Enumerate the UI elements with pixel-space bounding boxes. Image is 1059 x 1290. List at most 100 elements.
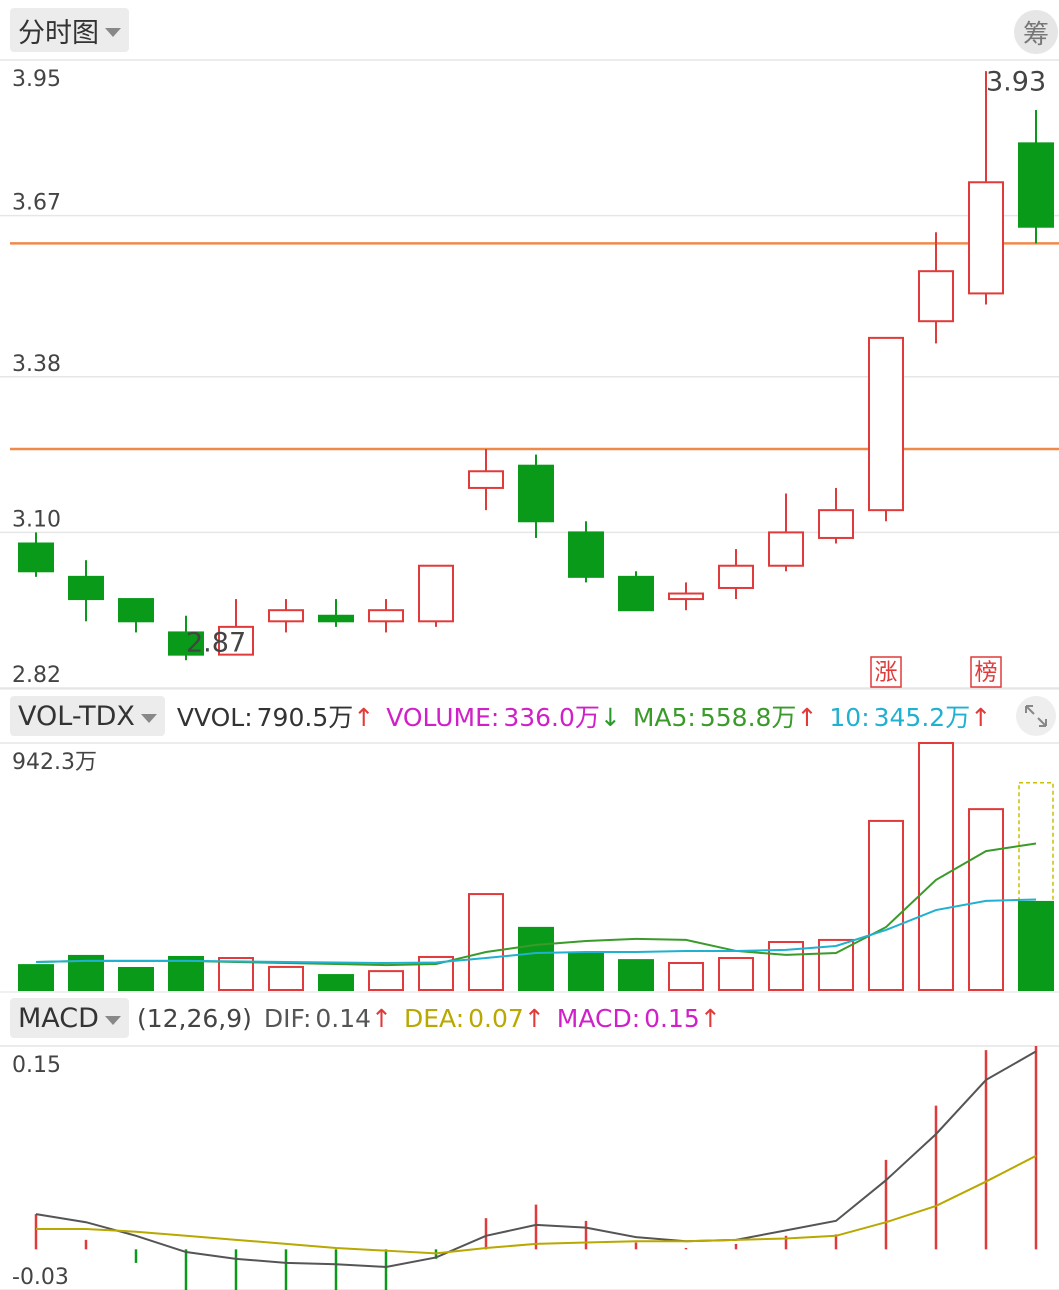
period-selector[interactable]: 分时图 [10,8,129,52]
candle-body [68,575,104,601]
candle-body [518,464,554,523]
candle-body [768,531,804,567]
dropdown-arrow [104,1015,121,1025]
legend-name: DIF: [263,1003,312,1033]
volume-header: VOL-TDX VVOL: 790.5万↑ VOLUME: 336.0万↓ MA5: 558… [0,692,1059,740]
max-label: 3.93 [986,67,1046,98]
volume-bar [268,965,304,992]
legend-arrow: ↑ [970,703,992,732]
volume-bar [1018,900,1054,992]
y-tick-label: 3.38 [12,352,61,377]
legend-value: 0.07 [468,1003,524,1033]
legend-name: MA5: [632,703,696,732]
dropdown-arrow [105,27,121,37]
macd-header: MACD (12,26,9) DIF: 0.14↑ DEA: 0.07↑ MACD: 0.15… [0,995,1059,1041]
volume-bar [918,742,954,991]
indicator-selector[interactable]: MACD [10,998,129,1038]
expand-icon[interactable] [1016,696,1056,736]
candle-body [818,509,854,539]
legend-name: VOLUME: [386,703,500,732]
candle-body [418,564,454,623]
y-tick-label: 0.15 [12,1053,61,1078]
legend-item: VVOL: 790.5万↑ [177,698,374,734]
candle-body [18,542,54,573]
candle-body [868,336,904,512]
candle-body [618,575,654,612]
event-marker-box [870,656,902,688]
legend-value: 345.2万 [873,703,971,732]
indicator-params: (12,26,9) [136,1003,252,1033]
legend-item: 10: 345.2万↑ [829,698,991,734]
chip-button[interactable]: 筹 [1014,10,1058,54]
y-tick-label: 3.95 [12,67,61,92]
candle-body [968,181,1004,295]
candle-body [568,531,604,578]
candle-body [168,631,204,656]
volume-bar [468,893,504,991]
indicator-label: VOL-TDX [18,700,135,732]
y-tick-label: 3.67 [12,191,61,216]
projected-volume [1018,782,1054,991]
volume-bar [518,926,554,991]
legend-name: DEA: [404,1003,465,1033]
volume-bar [568,952,604,991]
legend-value: 558.8万 [699,703,797,732]
y-tick-label: 942.3万 [12,750,97,775]
candle-body [718,564,754,589]
legend-value: 336.0万 [503,703,600,732]
volume-bar [718,957,754,992]
y-tick-label: -0.03 [12,1265,69,1290]
legend-item: MA5: 558.8万↑ [633,698,818,734]
indicator-line [35,1050,1037,1268]
legend-item: MACD: 0.15↑ [557,1004,721,1033]
legend-item: DEA: 0.07↑ [404,1004,545,1033]
min-label: 2.87 [186,628,246,659]
candle-body [668,592,704,601]
legend-name: MACD: [556,1003,641,1033]
candle-body [468,470,504,489]
period-label: 分时图 [18,17,99,49]
legend-item: DIF: 0.14↑ [264,1004,392,1033]
volume-bar [368,970,404,991]
legend-value: 790.5万 [256,703,354,732]
volume-bar [968,808,1004,991]
legend-arrow: ↑ [371,1003,392,1033]
legend-value: 0.15 [644,1003,700,1033]
legend-arrow: ↑ [699,1003,721,1033]
legend-value: 0.14 [315,1003,372,1033]
expand-glyph [1025,705,1047,727]
y-tick-label: 2.82 [12,663,61,688]
indicator-selector[interactable]: VOL-TDX [10,696,165,736]
legend-name: 10: [829,703,870,732]
legend-item: VOLUME: 336.0万↓ [386,698,621,734]
event-marker: 涨 [875,660,898,686]
event-marker-box [970,656,1002,688]
candle-body [368,609,404,623]
indicator-line [35,898,1037,965]
y-tick-label: 3.10 [12,507,61,532]
volume-bar [318,974,354,991]
candle-body [118,598,154,623]
event-marker: 榜 [975,660,998,686]
volume-bar [868,819,904,991]
volume-bar [168,955,204,991]
candle-body [268,609,304,623]
dropdown-arrow [140,713,157,723]
volume-bar [218,957,254,992]
legend-arrow: ↓ [599,703,621,732]
candle-body [318,614,354,623]
legend-arrow: ↑ [796,703,818,732]
candle-body [918,270,954,323]
legend-arrow: ↑ [523,1003,545,1033]
volume-bar [118,966,154,991]
indicator-line [36,1154,1037,1255]
candle-body [218,625,254,656]
volume-bar [668,962,704,991]
volume-bar [618,959,654,991]
volume-bar [18,964,54,991]
legend-name: VVOL: [176,703,253,732]
candle-body [1018,142,1054,228]
legend-arrow: ↑ [353,703,375,732]
